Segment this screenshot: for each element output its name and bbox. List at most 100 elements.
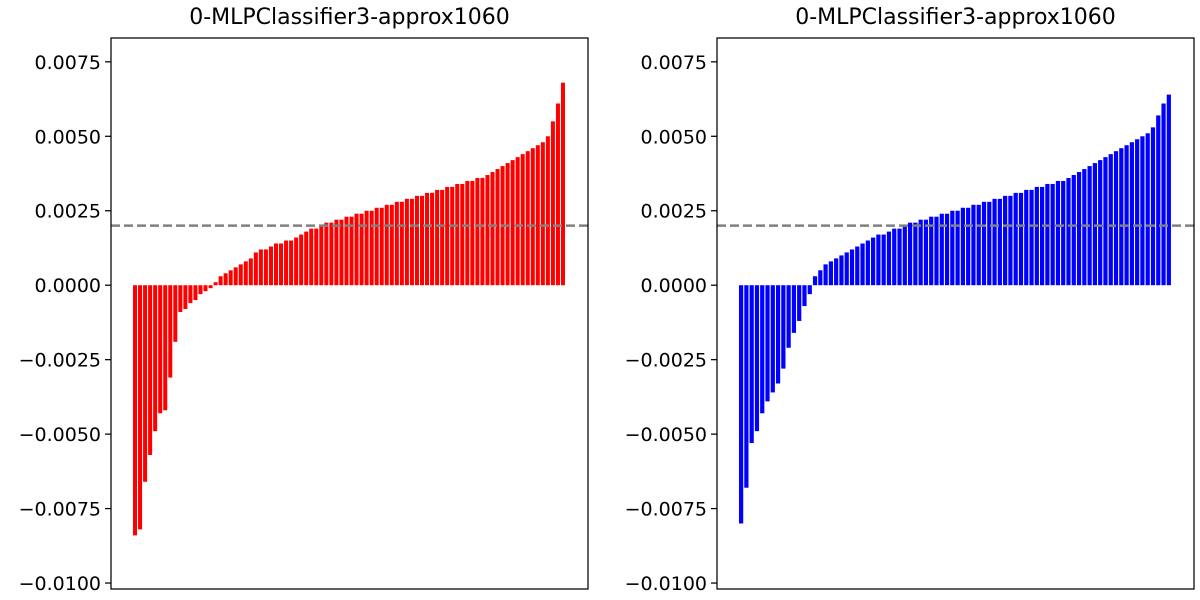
bar bbox=[213, 282, 218, 286]
bar bbox=[198, 285, 203, 295]
bar bbox=[1103, 157, 1108, 286]
bar bbox=[1082, 169, 1087, 286]
y-axis: 0.0075 0.0050 0.0025 0.0000 −0.0025 −0.0050 −0… bbox=[625, 52, 717, 595]
bar bbox=[545, 136, 550, 286]
bar bbox=[394, 201, 399, 286]
y-tick-label: 0.0025 bbox=[35, 201, 101, 223]
bar bbox=[1124, 145, 1129, 286]
bar bbox=[1024, 189, 1029, 286]
chart-panel-left: 0-MLPClassifier3-approx1060 0.0075 0.0050… bbox=[19, 5, 589, 595]
bar bbox=[844, 252, 849, 286]
bar bbox=[188, 285, 193, 304]
bar bbox=[354, 213, 359, 286]
bar bbox=[886, 231, 892, 286]
y-tick-label: 0.0075 bbox=[35, 52, 101, 74]
y-tick-label: 0.0000 bbox=[641, 275, 707, 297]
bar bbox=[133, 285, 138, 536]
bar bbox=[248, 258, 253, 286]
bar bbox=[876, 234, 881, 286]
bar bbox=[1003, 195, 1008, 286]
bar bbox=[163, 285, 168, 411]
axes-frame bbox=[716, 37, 1195, 590]
bar bbox=[490, 172, 495, 286]
bar bbox=[1029, 189, 1034, 286]
bar bbox=[987, 201, 992, 286]
bar bbox=[739, 285, 744, 524]
bar bbox=[828, 261, 833, 286]
bar bbox=[258, 249, 263, 286]
y-axis: 0.0075 0.0050 0.0025 0.0000 −0.0025 −0.0050 −0… bbox=[19, 52, 111, 595]
bar bbox=[470, 180, 475, 286]
bar bbox=[1145, 133, 1150, 286]
bar-series bbox=[739, 94, 1171, 524]
bar bbox=[289, 240, 294, 286]
y-tick-label: −0.0075 bbox=[625, 499, 707, 521]
bar bbox=[781, 285, 786, 369]
bar bbox=[475, 177, 480, 286]
bar bbox=[976, 204, 981, 286]
y-tick-label: 0.0000 bbox=[35, 275, 101, 297]
bar bbox=[770, 285, 775, 393]
bar bbox=[923, 219, 929, 286]
bar bbox=[520, 154, 525, 286]
bar bbox=[765, 285, 770, 402]
bar bbox=[279, 243, 284, 286]
bar bbox=[359, 213, 364, 286]
bar bbox=[178, 285, 183, 313]
bar bbox=[1061, 180, 1066, 286]
bar bbox=[839, 255, 844, 286]
bar bbox=[1129, 142, 1134, 286]
bar bbox=[907, 222, 913, 286]
bar bbox=[535, 145, 540, 286]
bar bbox=[435, 189, 440, 286]
bar bbox=[329, 222, 334, 286]
y-tick-label: −0.0100 bbox=[19, 573, 101, 595]
bar bbox=[754, 285, 760, 432]
bar bbox=[812, 276, 818, 286]
bar bbox=[1150, 127, 1156, 286]
bar bbox=[369, 210, 374, 286]
bar bbox=[944, 213, 950, 286]
bar bbox=[173, 285, 178, 342]
bar bbox=[871, 237, 876, 286]
bar bbox=[881, 234, 886, 286]
y-tick-label: 0.0050 bbox=[641, 126, 707, 148]
bar bbox=[510, 160, 515, 286]
bar bbox=[1092, 163, 1098, 286]
bar bbox=[1108, 154, 1113, 286]
bar bbox=[955, 210, 960, 286]
bar bbox=[374, 207, 379, 286]
bar bbox=[253, 252, 258, 286]
bar bbox=[268, 246, 273, 286]
bar bbox=[525, 151, 530, 286]
y-tick-label: 0.0050 bbox=[35, 126, 101, 148]
bar bbox=[749, 285, 754, 444]
bar bbox=[299, 234, 304, 286]
bar bbox=[324, 222, 329, 286]
bar bbox=[273, 243, 279, 286]
bar bbox=[384, 204, 389, 286]
bar bbox=[294, 237, 299, 286]
bar bbox=[1140, 136, 1145, 286]
bar bbox=[339, 219, 344, 286]
bar bbox=[389, 204, 394, 286]
bar bbox=[818, 270, 823, 286]
bar bbox=[1113, 151, 1119, 286]
bar bbox=[238, 264, 243, 286]
chart-title: 0-MLPClassifier3-approx1060 bbox=[189, 5, 510, 30]
y-tick-label: −0.0050 bbox=[19, 424, 101, 446]
bar bbox=[760, 285, 765, 414]
bar bbox=[480, 177, 485, 286]
bar bbox=[913, 222, 918, 286]
bar bbox=[465, 180, 470, 286]
bar bbox=[218, 276, 223, 286]
bar bbox=[797, 285, 802, 321]
bar bbox=[1050, 183, 1055, 286]
bar bbox=[550, 121, 555, 286]
bar bbox=[1039, 186, 1045, 286]
bar bbox=[902, 225, 907, 286]
bar bbox=[744, 285, 749, 488]
bar bbox=[981, 201, 987, 286]
bar bbox=[960, 207, 965, 286]
bar bbox=[399, 201, 404, 286]
